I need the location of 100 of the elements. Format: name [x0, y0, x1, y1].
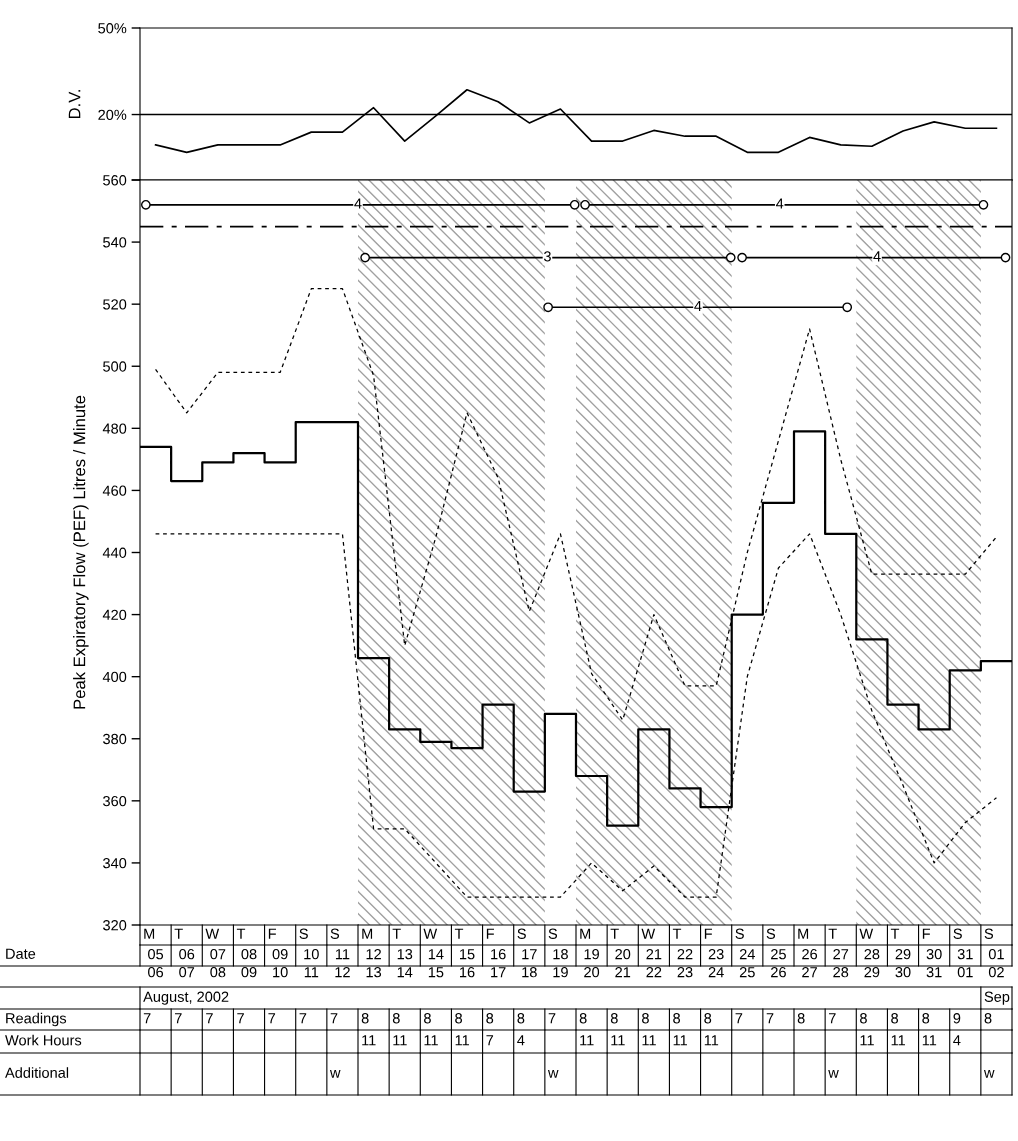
text: 7 — [330, 1013, 338, 1024]
text: w — [983, 1070, 995, 1078]
text: 7 — [735, 1013, 743, 1024]
text: 8 — [455, 1013, 463, 1024]
x-tick-label: 20 21 — [615, 949, 631, 978]
x-tick-label: 14 15 — [428, 949, 444, 978]
category-label: S — [299, 928, 308, 939]
y-tick-label: 560 — [103, 175, 127, 186]
category-label: Additional — [5, 1067, 69, 1078]
x-tick-label: 30 31 — [926, 949, 942, 978]
x-tick-label: 18 19 — [553, 949, 568, 978]
x-tick-label: 12 13 — [366, 949, 382, 978]
text: 8 — [922, 1013, 930, 1024]
category-label: S — [517, 928, 526, 939]
y-tick-label: 380 — [103, 733, 127, 745]
category-label: Work Hours — [5, 1034, 82, 1046]
text: 11 — [424, 1035, 438, 1046]
y-tick-label: 520 — [103, 299, 127, 310]
x-tick-label: 25 26 — [771, 949, 786, 978]
annotation: 4 — [354, 198, 362, 209]
y-tick-label: 460 — [102, 485, 127, 496]
category-label: T — [236, 928, 246, 939]
category-label: T — [672, 928, 682, 939]
text: 8 — [424, 1013, 431, 1024]
y-tick-label: 420 — [102, 609, 127, 621]
text: 8 — [392, 1013, 400, 1024]
y-tick-label: 400 — [102, 671, 127, 683]
text: 11 — [891, 1035, 905, 1046]
text: 7 — [237, 1013, 244, 1024]
text: 9 — [953, 1013, 961, 1024]
text: 11 — [580, 1035, 594, 1046]
category-label: S — [735, 928, 744, 939]
category-label: M — [144, 928, 155, 939]
x-tick-label: 28 29 — [864, 949, 880, 978]
x-tick-label: 29 30 — [895, 949, 911, 978]
y-tick-label: 540 — [103, 237, 127, 248]
x-tick-label: 24 25 — [739, 949, 755, 978]
x-tick-label: 31 01 — [957, 949, 973, 978]
annotation: 4 — [873, 251, 881, 262]
category-label: T — [174, 928, 183, 939]
annotation: 3 — [543, 251, 551, 262]
y-tick-label: 500 — [103, 361, 127, 372]
text: w — [828, 1070, 839, 1078]
text: 7 — [268, 1013, 276, 1024]
x-tick-label: 22 23 — [677, 949, 693, 978]
category-label: Readings — [6, 1012, 67, 1027]
text: 8 — [891, 1013, 899, 1024]
category-label: S — [953, 928, 962, 939]
text: 8 — [642, 1013, 649, 1024]
y-tick-label: 50% — [98, 23, 127, 34]
x-tick-label: 15 16 — [460, 949, 475, 978]
text: 8 — [673, 1013, 681, 1024]
text: 7 — [175, 1013, 182, 1024]
text: 11 — [860, 1035, 874, 1046]
category-label: F — [922, 928, 931, 939]
text: 11 — [362, 1035, 376, 1046]
x-tick-label: 06 07 — [179, 949, 195, 978]
text: 11 — [922, 1035, 937, 1046]
text: 7 — [548, 1013, 556, 1024]
text: 8 — [610, 1013, 618, 1024]
category-label: S — [984, 928, 994, 939]
text: 8 — [984, 1013, 992, 1024]
category-label: M — [362, 928, 373, 939]
x-tick-label: 23 24 — [708, 949, 724, 978]
x-tick-label: 17 18 — [522, 949, 537, 978]
category-label: F — [486, 928, 495, 939]
text: August, 2002 — [143, 991, 229, 1005]
category-label: W — [859, 928, 874, 939]
text: 8 — [704, 1013, 712, 1024]
y-tick-label: 340 — [103, 858, 127, 869]
text: 11 — [393, 1035, 407, 1046]
text: 8 — [797, 1013, 805, 1024]
x-tick-label: 10 11 — [304, 949, 319, 978]
category-label: T — [610, 928, 619, 939]
text: 8 — [486, 1013, 494, 1024]
category-label: T — [392, 928, 401, 939]
text: 8 — [860, 1013, 867, 1024]
annotation: 4 — [694, 301, 702, 312]
text: 11 — [673, 1035, 687, 1046]
text: 7 — [829, 1013, 836, 1024]
x-tick-label: 21 22 — [646, 949, 662, 978]
category-label: W — [423, 928, 438, 939]
category-label: F — [704, 928, 713, 939]
text: 11 — [611, 1035, 625, 1046]
category-label: S — [548, 928, 558, 939]
x-tick-label: 11 12 — [335, 949, 350, 978]
y-tick-label: 360 — [103, 795, 127, 807]
x-tick-label: 19 20 — [584, 949, 600, 978]
category-label: T — [454, 928, 464, 939]
text: 8 — [517, 1013, 525, 1024]
x-tick-label: 26 27 — [802, 949, 818, 978]
text: w — [329, 1070, 341, 1078]
category-label: T — [890, 928, 900, 939]
x-tick-label: 09 10 — [272, 949, 288, 978]
x-tick-label: 27 28 — [833, 949, 849, 978]
text: 11 — [704, 1035, 719, 1046]
category-label: S — [766, 928, 776, 939]
category-label: F — [268, 928, 277, 939]
text: w — [547, 1070, 559, 1078]
text: 7 — [766, 1013, 774, 1024]
